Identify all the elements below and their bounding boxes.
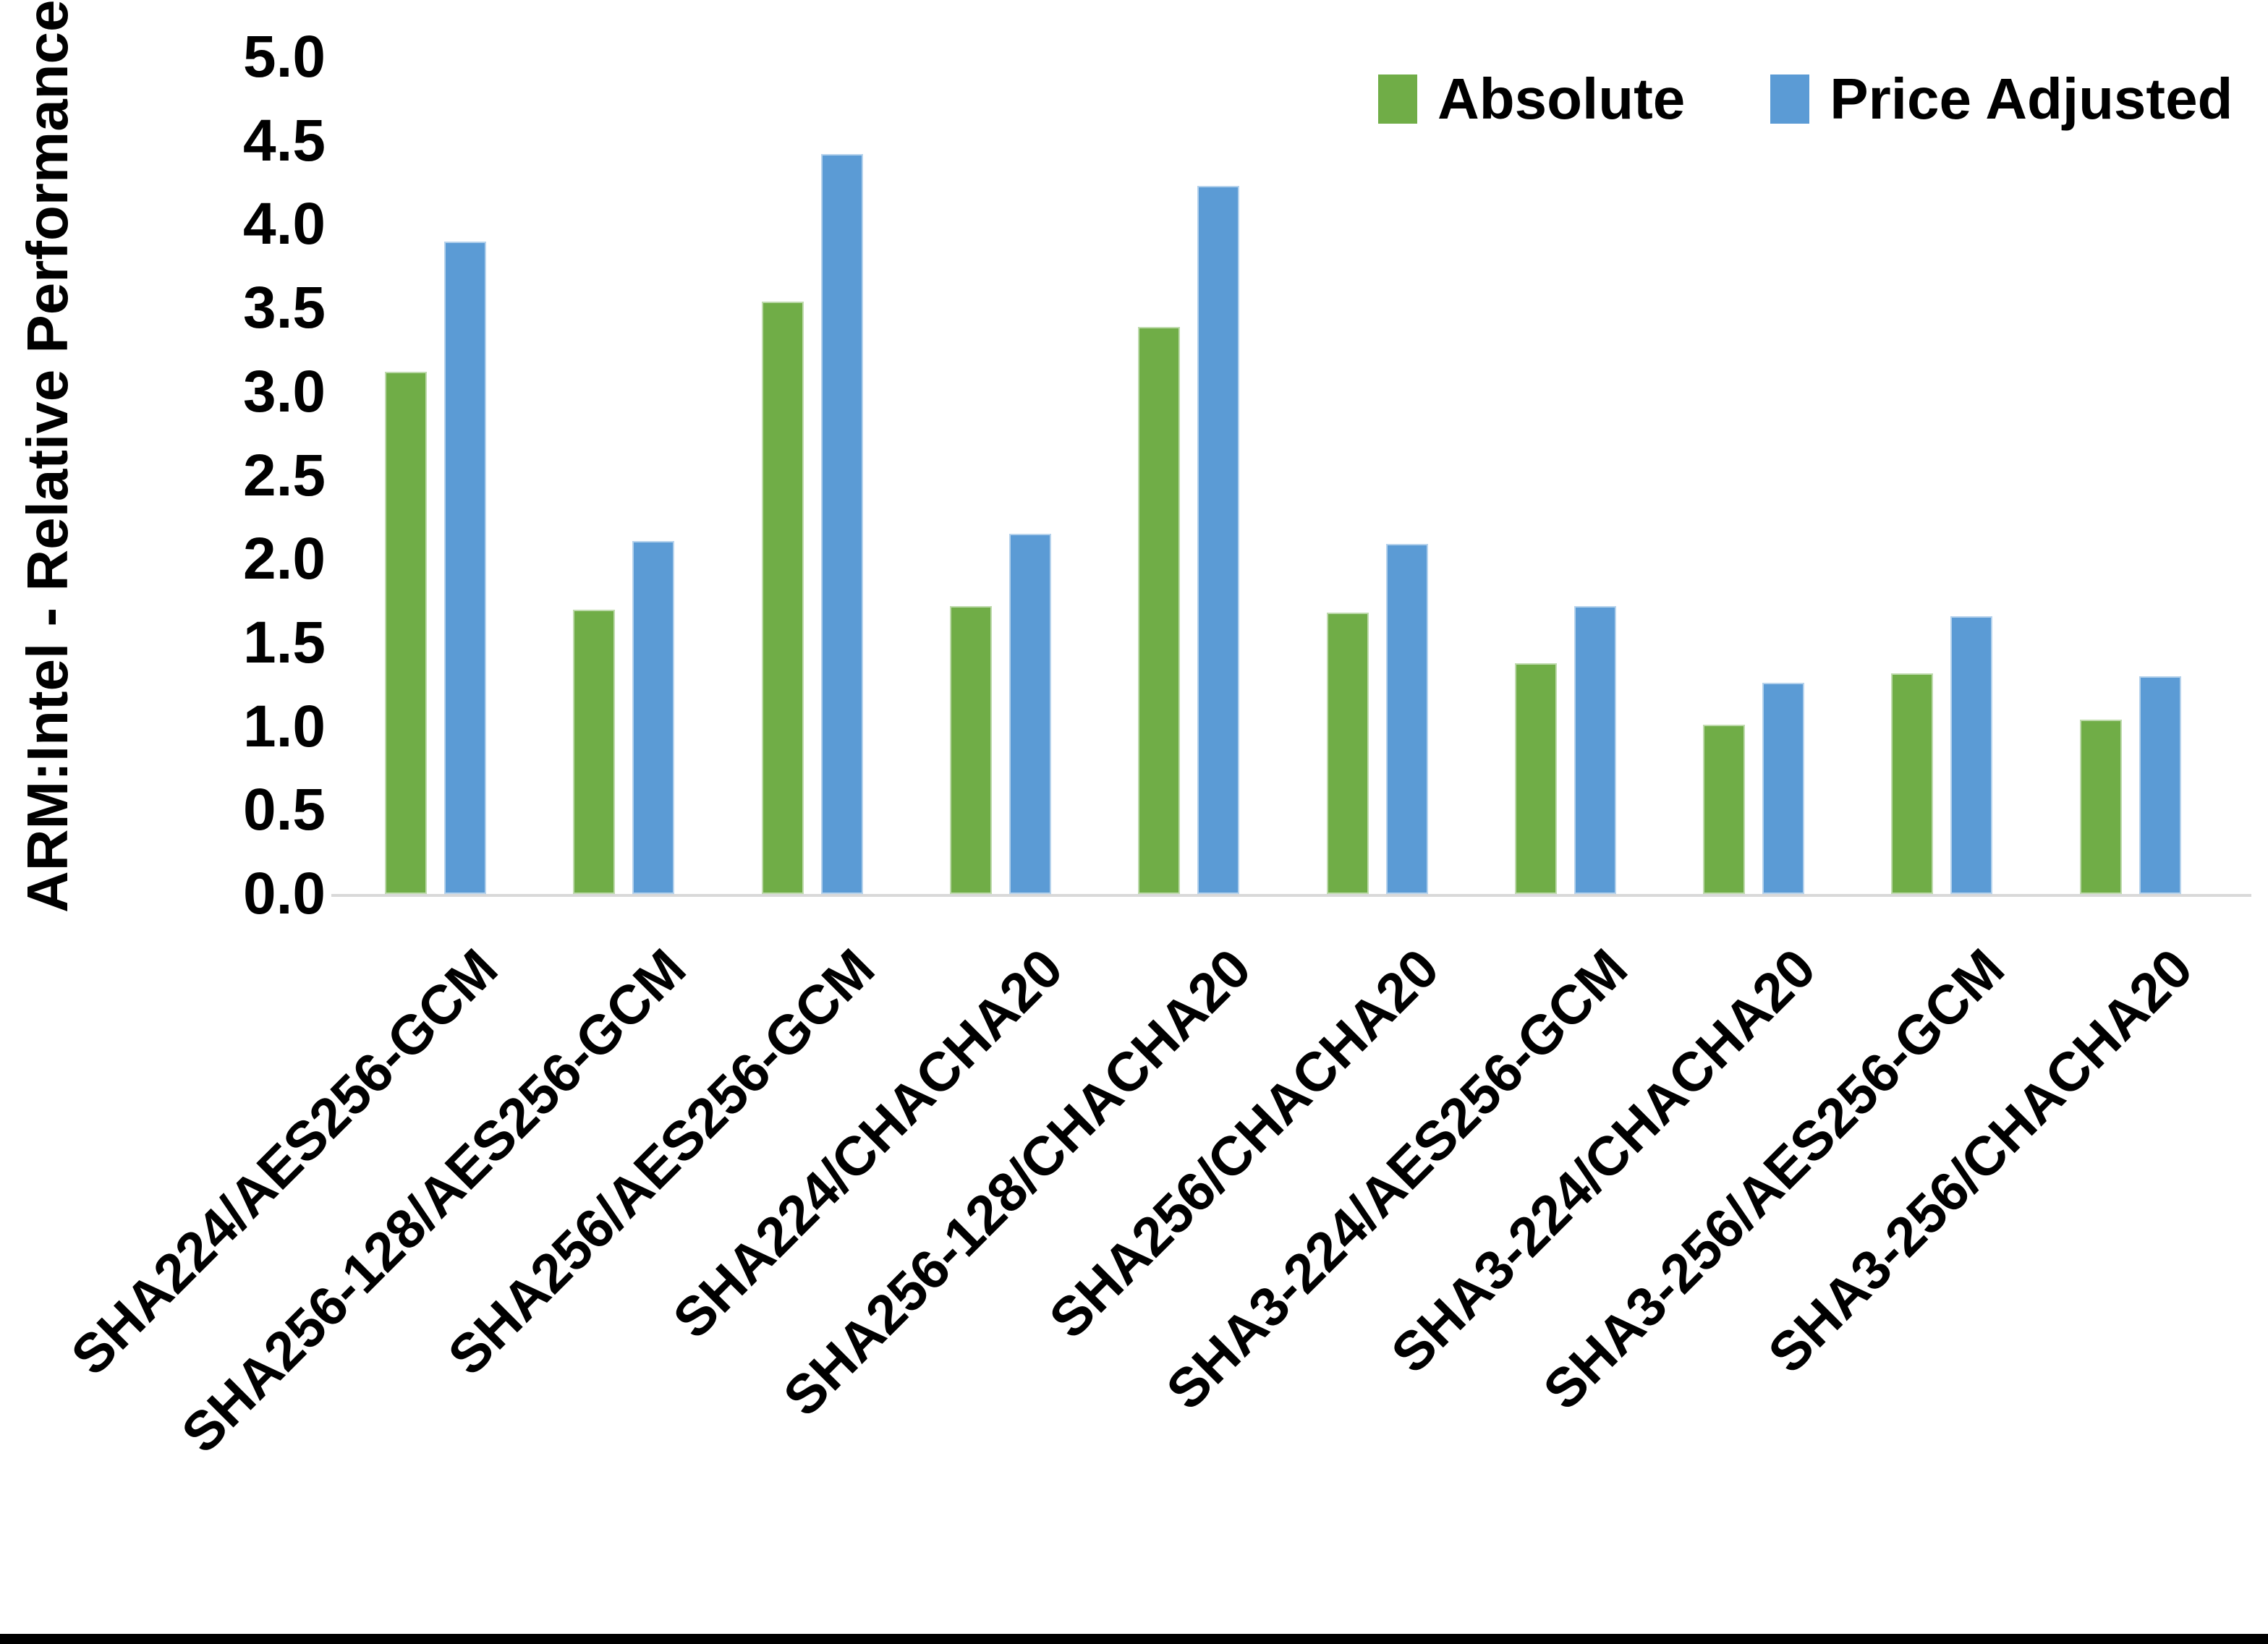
legend-item: Price Adjusted [1770, 67, 2233, 132]
bar-price-adjusted [632, 540, 675, 894]
bar-price-adjusted [444, 241, 486, 894]
y-tick-label: 1.0 [243, 693, 326, 759]
y-tick-label: 5.0 [243, 24, 326, 90]
legend-label: Price Adjusted [1830, 67, 2233, 131]
y-tick-label: 2.0 [243, 526, 326, 592]
bar-price-adjusted [1573, 605, 1616, 894]
bar-absolute [1891, 673, 1934, 894]
y-tick-label: 4.5 [243, 107, 326, 174]
legend-item: Absolute [1378, 67, 1685, 132]
y-tick-label: 3.5 [243, 275, 326, 341]
legend-swatch-icon [1378, 74, 1417, 124]
bar-absolute [1514, 663, 1557, 894]
bar-price-adjusted [1950, 616, 1993, 894]
y-tick-label: 1.5 [243, 609, 326, 676]
y-tick-label: 4.0 [243, 191, 326, 257]
bar-price-adjusted [1197, 186, 1240, 894]
bar-absolute [1326, 613, 1369, 894]
bar-price-adjusted [1385, 544, 1428, 894]
x-axis-line [331, 894, 2251, 897]
legend-swatch-icon [1770, 74, 1810, 124]
bar-absolute [2079, 720, 2122, 894]
bar-price-adjusted [820, 154, 863, 894]
legend-label: Absolute [1437, 67, 1686, 131]
bar-price-adjusted [1762, 683, 1805, 894]
y-axis-title: ARM:Intel - Relative Performance [15, 0, 80, 913]
bar-absolute [573, 609, 616, 894]
bar-absolute [1138, 326, 1181, 894]
figure-bottom-border [0, 1634, 2268, 1644]
legend: Absolute Price Adjusted [1378, 67, 2233, 132]
bar-absolute [1703, 725, 1746, 894]
y-tick-label: 0.5 [243, 777, 326, 843]
bar-price-adjusted [2139, 676, 2181, 894]
y-tick-label: 3.0 [243, 358, 326, 425]
bar-absolute [761, 301, 804, 894]
y-tick-label: 0.0 [243, 861, 326, 927]
y-tick-label: 2.5 [243, 442, 326, 508]
bar-absolute [949, 605, 992, 894]
bar-price-adjusted [1008, 534, 1051, 894]
bar-absolute [385, 372, 427, 894]
